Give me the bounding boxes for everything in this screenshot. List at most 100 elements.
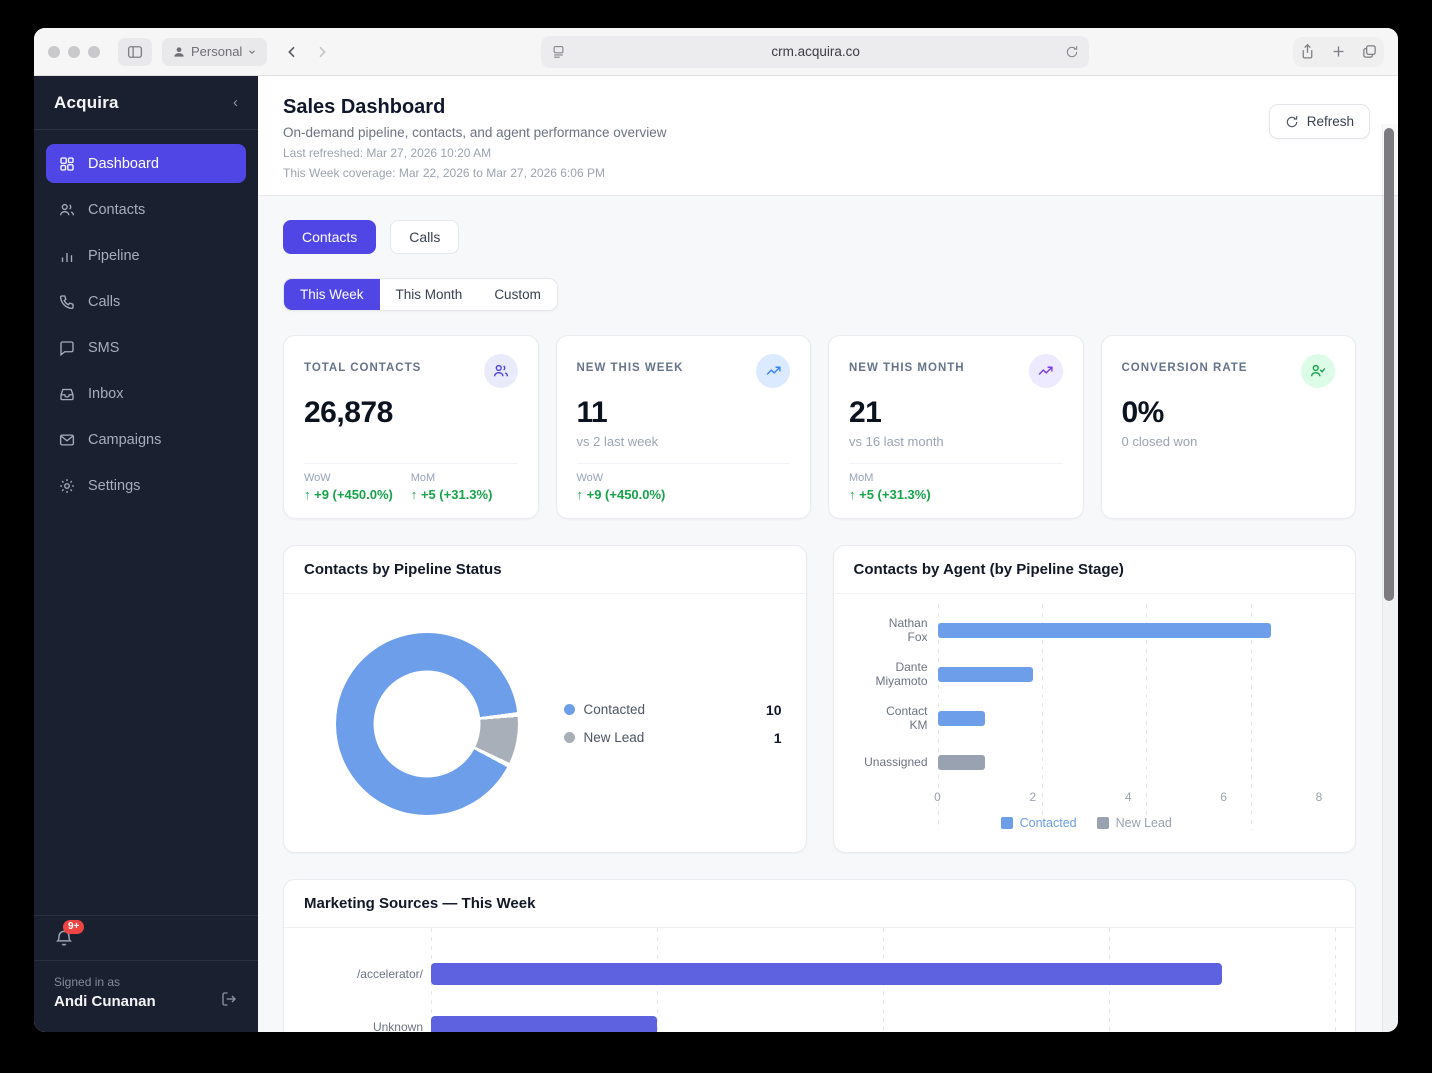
share-icon[interactable]	[1299, 43, 1316, 60]
sidebar-item-label: Calls	[88, 293, 121, 310]
marketing-sources-card: Marketing Sources — This Week /accelerat…	[283, 879, 1356, 1032]
sidebar-item-pipeline[interactable]: Pipeline	[46, 236, 246, 275]
trend-up-icon	[766, 366, 781, 375]
bar-row: Contact KM	[854, 696, 1320, 740]
view-tabs: Contacts Calls	[283, 220, 1356, 254]
sidebar-toggle-button[interactable]	[118, 37, 152, 66]
stat-subtitle: vs 2 last week	[576, 434, 659, 449]
y-axis-label: /accelerator/	[356, 967, 423, 981]
profile-label: Personal	[191, 44, 243, 59]
agent-chart-card: Contacts by Agent (by Pipeline Stage) Na…	[832, 545, 1356, 853]
tab-calls[interactable]: Calls	[390, 220, 460, 254]
donut-chart	[336, 632, 518, 815]
legend-value: 10	[765, 701, 782, 718]
refresh-label: Refresh	[1306, 114, 1354, 129]
y-axis-label: Contact KM	[886, 703, 928, 732]
legend-item: Contacted	[1000, 816, 1077, 830]
bar	[937, 710, 986, 726]
forward-button[interactable]	[307, 38, 337, 66]
new-tab-icon[interactable]	[1330, 43, 1347, 60]
toolbar-right	[1293, 36, 1384, 67]
minimize-window-button[interactable]	[68, 45, 80, 58]
sidebar-item-label: Contacts	[88, 201, 146, 218]
sidebar-item-label: Campaigns	[88, 431, 162, 448]
sidebar-item-contacts[interactable]: Contacts	[46, 190, 246, 229]
range-custom[interactable]: Custom	[494, 287, 541, 302]
address-bar[interactable]: crm.acquira.co	[541, 35, 1090, 68]
metric-label: MoM	[849, 472, 874, 484]
stat-title: TOTAL CONTACTS	[304, 362, 422, 374]
browser-titlebar: Personal crm.acquira.co	[34, 28, 1398, 76]
reader-view-icon[interactable]	[551, 44, 566, 59]
range-this-month[interactable]: This Month	[395, 287, 463, 302]
legend-label: New Lead	[1115, 816, 1172, 830]
y-axis-label: Unassigned	[864, 754, 928, 769]
bar	[431, 1016, 657, 1032]
metric-label: MoM	[410, 472, 436, 484]
stat-subtitle: 0 closed won	[1121, 434, 1198, 449]
x-tick-label: 6	[1220, 790, 1227, 804]
user-row: Signed in as Andi Cunanan	[34, 960, 258, 1032]
profile-button[interactable]: Personal	[162, 37, 268, 66]
x-tick-label: 0	[934, 790, 941, 804]
close-window-button[interactable]	[48, 45, 60, 58]
legend-label: New Lead	[583, 730, 645, 745]
dashboard-content: Contacts Calls This Week This Month Cust…	[258, 196, 1398, 1032]
range-tabs: This Week This Month Custom	[283, 278, 558, 311]
inbox-icon	[60, 388, 74, 400]
legend-swatch	[563, 732, 575, 743]
stats-grid: TOTAL CONTACTS 26,878 WoW ↑ +9 (+450.0%)	[283, 335, 1356, 519]
scrollbar-track[interactable]	[1382, 124, 1398, 1032]
bar	[937, 666, 1033, 682]
sidebar-item-label: SMS	[88, 339, 120, 356]
last-refreshed-text: Last refreshed: Mar 27, 2026 10:20 AM	[283, 146, 492, 160]
scrollbar-thumb[interactable]	[1384, 128, 1394, 601]
legend-label: Contacted	[583, 702, 646, 717]
stat-value: 11	[576, 396, 608, 429]
bar-row: Nathan Fox	[854, 608, 1320, 652]
stat-value: 26,878	[304, 396, 393, 429]
sidebar-collapse-button[interactable]: ‹	[233, 94, 238, 111]
sidebar-item-dashboard[interactable]: Dashboard	[46, 144, 246, 183]
sidebar-item-label: Pipeline	[88, 247, 140, 264]
stat-title: CONVERSION RATE	[1121, 362, 1248, 374]
sidebar-item-label: Inbox	[88, 385, 124, 402]
sidebar-item-campaigns[interactable]: Campaigns	[46, 420, 246, 459]
sidebar-item-label: Settings	[88, 477, 141, 494]
tab-overview-icon[interactable]	[1361, 43, 1378, 60]
notification-badge: 9+	[63, 920, 85, 934]
y-axis-label: Nathan Fox	[888, 615, 928, 644]
page-header: Sales Dashboard On-demand pipeline, cont…	[258, 76, 1398, 196]
zoom-window-button[interactable]	[88, 45, 100, 58]
sidebar-item-sms[interactable]: SMS	[46, 328, 246, 367]
range-this-week[interactable]: This Week	[284, 279, 380, 310]
metric-label: WoW	[576, 472, 604, 484]
logout-icon[interactable]	[220, 990, 238, 1008]
coverage-text: This Week coverage: Mar 22, 2026 to Mar …	[283, 166, 605, 180]
app-frame: Acquira ‹ Dashboard Contacts Pipeline	[34, 76, 1398, 1032]
pipeline-status-card: Contacts by Pipeline Status Contacted 10	[283, 545, 807, 853]
metric-value: ↑ +9 (+450.0%)	[304, 487, 393, 502]
sidebar-item-calls[interactable]: Calls	[46, 282, 246, 321]
refresh-icon	[1286, 115, 1297, 127]
stat-card-total-contacts: TOTAL CONTACTS 26,878 WoW ↑ +9 (+450.0%)	[283, 335, 539, 519]
notifications-button[interactable]: 9+	[54, 920, 85, 948]
back-button[interactable]	[277, 38, 307, 66]
person-icon	[174, 46, 184, 57]
marketing-plot-rows: /accelerator/Unknown	[304, 952, 1335, 1032]
sidebar-item-settings[interactable]: Settings	[46, 466, 246, 505]
legend-label: Contacted	[1019, 816, 1077, 830]
legend-value: 1	[773, 729, 782, 746]
browser-window: Personal crm.acquira.co	[34, 28, 1398, 1032]
chevron-down-icon	[249, 49, 256, 54]
chevron-right-icon	[319, 46, 327, 57]
refresh-button[interactable]: Refresh	[1268, 104, 1370, 139]
page-subtitle: On-demand pipeline, contacts, and agent …	[283, 125, 667, 140]
stat-card-new-this-week: NEW THIS WEEK 11 vs 2 last week WoW ↑ +9…	[555, 335, 811, 519]
sidebar-item-inbox[interactable]: Inbox	[46, 374, 246, 413]
reload-icon[interactable]	[1065, 45, 1079, 59]
tab-contacts[interactable]: Contacts	[283, 220, 377, 254]
bar-row: Unknown	[304, 1005, 1335, 1032]
sidebar: Acquira ‹ Dashboard Contacts Pipeline	[34, 76, 258, 1032]
